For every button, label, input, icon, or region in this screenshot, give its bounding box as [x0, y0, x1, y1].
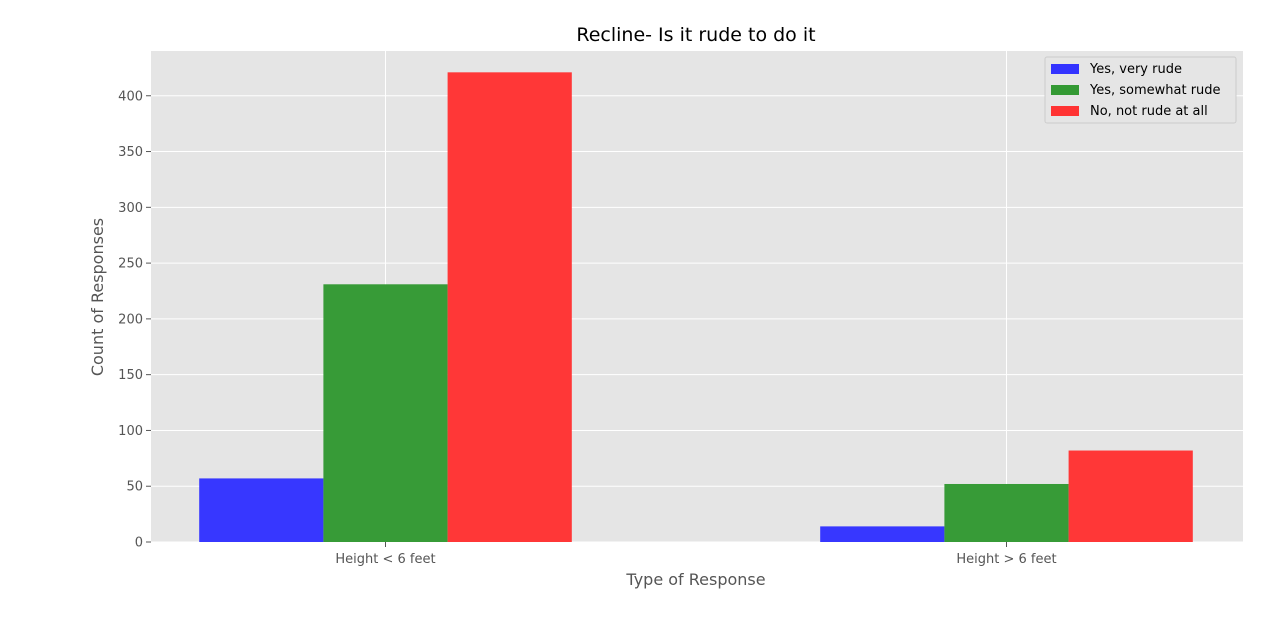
y-tick-label: 50 [126, 480, 143, 495]
chart-title: Recline- Is it rude to do it [576, 24, 815, 46]
x-tick-label: Height < 6 feet [335, 552, 435, 567]
bar-yes-somewhat-rude-2 [944, 483, 1069, 542]
y-tick-label: 200 [118, 312, 143, 327]
x-axis-label: Type of Response [625, 570, 765, 589]
bar-yes-somewhat-rude-1 [323, 284, 448, 542]
y-tick-label: 350 [118, 145, 143, 160]
legend-swatch-somewhat-rude [1051, 85, 1079, 95]
bar-yes-very-rude-1 [199, 478, 324, 542]
legend-label-very-rude: Yes, very rude [1089, 62, 1182, 77]
bars [199, 72, 1193, 542]
bar-yes-very-rude-2 [820, 526, 945, 542]
tick-labels: 0 50 100 150 200 250 300 350 400 Height < 6 feet H… [118, 89, 1056, 567]
y-tick-label: 400 [118, 89, 143, 104]
x-tick-label: Height > 6 feet [956, 552, 1056, 567]
legend: Yes, very rude Yes, somewhat rude No, no… [1044, 56, 1237, 124]
legend-label-somewhat-rude: Yes, somewhat rude [1089, 83, 1221, 98]
y-tick-label: 300 [118, 201, 143, 216]
y-tick-label: 100 [118, 424, 143, 439]
y-tick-label: 0 [135, 536, 143, 551]
y-tick-label: 250 [118, 257, 143, 272]
legend-swatch-very-rude [1051, 64, 1079, 74]
bar-no-not-rude-at-all-2 [1068, 450, 1193, 542]
y-tick-label: 150 [118, 368, 143, 383]
legend-swatch-not-rude [1051, 106, 1079, 116]
legend-label-not-rude: No, not rude at all [1090, 104, 1208, 119]
bar-no-not-rude-at-all-1 [447, 72, 572, 542]
y-axis-label: Count of Responses [88, 218, 107, 376]
legend-box [1044, 56, 1237, 124]
